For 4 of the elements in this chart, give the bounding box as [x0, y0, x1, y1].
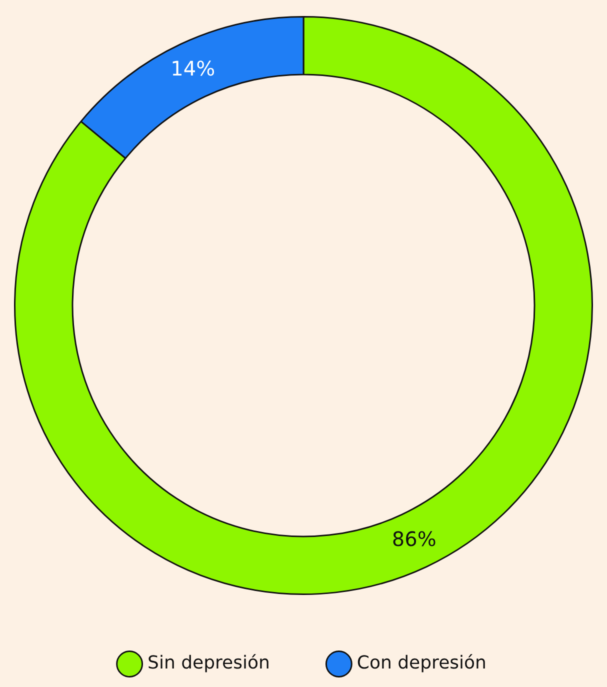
legend-label: Sin depresión [148, 652, 270, 674]
data-label: 14% [170, 56, 216, 81]
legend-label: Con depresión [356, 652, 486, 674]
data-label: 86% [392, 526, 436, 551]
